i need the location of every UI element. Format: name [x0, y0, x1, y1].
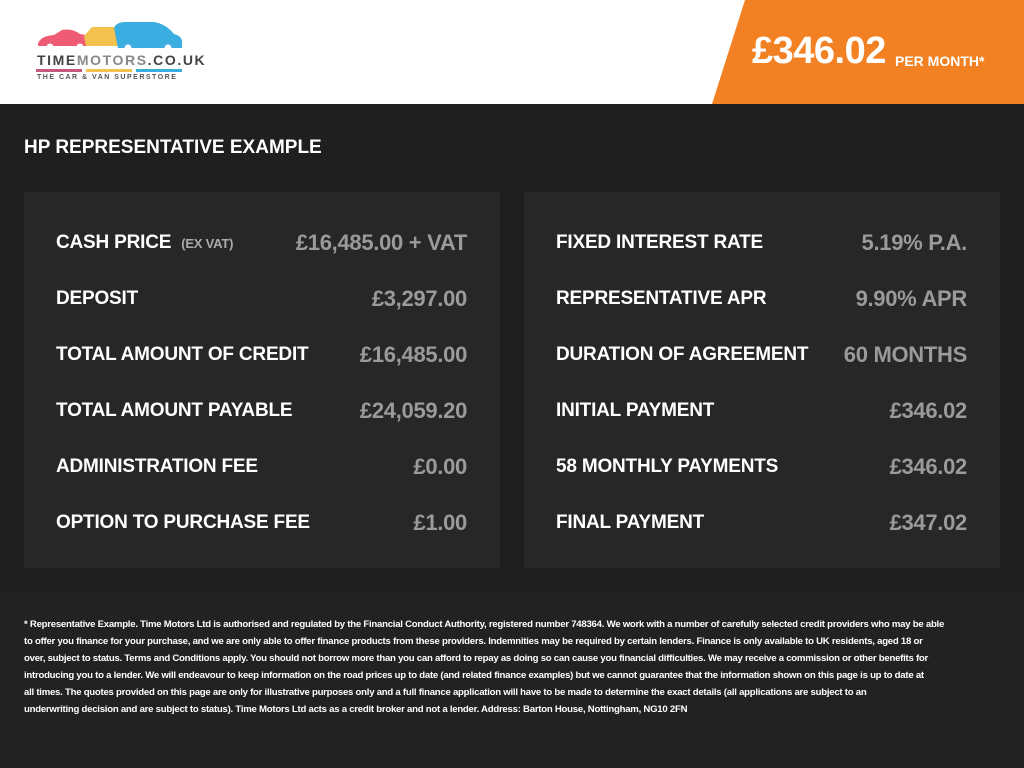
- header: TIMEMOTORS.CO.UK THE CAR & VAN SUPERSTOR…: [0, 0, 1024, 104]
- footer: * Representative Example. Time Motors Lt…: [0, 592, 1024, 768]
- row-value: £346.02: [889, 454, 968, 479]
- disclaimer-line: all times. The quotes provided on this p…: [24, 687, 867, 698]
- page-title: HP REPRESENTATIVE EXAMPLE: [24, 137, 322, 158]
- disclaimer-line: to offer you finance for your purchase, …: [24, 636, 923, 647]
- row-value: 5.19% P.A.: [861, 230, 968, 255]
- finance-row: OPTION TO PURCHASE FEE £1.00: [56, 510, 467, 542]
- disclaimer-line: * Representative Example. Time Motors Lt…: [24, 619, 945, 630]
- finance-row: TOTAL AMOUNT PAYABLE £24,059.20: [56, 398, 467, 430]
- disclaimer-line: over, subject to status. Terms and Condi…: [24, 653, 929, 664]
- finance-row: CASH PRICE (EX VAT) £16,485.00 + VAT: [56, 230, 467, 262]
- finance-row: ADMINISTRATION FEE £0.00: [56, 454, 467, 486]
- finance-row: 58 MONTHLY PAYMENTS £346.02: [556, 454, 968, 486]
- finance-row: INITIAL PAYMENT £346.02: [556, 398, 968, 430]
- row-label: CASH PRICE (EX VAT): [56, 232, 234, 253]
- logo-tagline: THE CAR & VAN SUPERSTORE: [37, 74, 178, 81]
- row-label: TOTAL AMOUNT OF CREDIT: [56, 344, 309, 365]
- row-value: £16,485.00 + VAT: [295, 230, 467, 255]
- row-label: ADMINISTRATION FEE: [56, 456, 258, 477]
- row-value: £3,297.00: [371, 286, 467, 311]
- finance-row: FIXED INTEREST RATE 5.19% P.A.: [556, 230, 968, 262]
- row-value: £16,485.00: [359, 342, 467, 367]
- finance-row: REPRESENTATIVE APR 9.90% APR: [556, 286, 968, 318]
- row-label: INITIAL PAYMENT: [556, 400, 715, 421]
- logo-bars: [36, 69, 182, 72]
- row-value: 60 MONTHS: [843, 342, 968, 367]
- vehicles-logo-icon: [38, 22, 182, 52]
- right-panel: FIXED INTEREST RATE 5.19% P.A. REPRESENTAT…: [524, 192, 1000, 568]
- finance-row: FINAL PAYMENT £347.02: [556, 510, 968, 542]
- time-motors-logo[interactable]: TIMEMOTORS.CO.UK THE CAR & VAN SUPERSTOR…: [34, 22, 205, 84]
- row-value: £1.00: [413, 510, 467, 535]
- price-banner: [712, 0, 1024, 104]
- row-label: DURATION OF AGREEMENT: [556, 344, 809, 365]
- left-panel: CASH PRICE (EX VAT) £16,485.00 + VAT DEPOSI…: [24, 192, 500, 568]
- row-value: £24,059.20: [359, 398, 467, 423]
- row-label: FIXED INTEREST RATE: [556, 232, 763, 253]
- per-month-label: PER MONTH*: [895, 53, 985, 69]
- finance-row: DEPOSIT £3,297.00: [56, 286, 467, 318]
- row-value: £347.02: [889, 510, 968, 535]
- row-value: £346.02: [889, 398, 968, 423]
- row-label: FINAL PAYMENT: [556, 512, 705, 533]
- row-note: (EX VAT): [181, 236, 234, 251]
- finance-row: TOTAL AMOUNT OF CREDIT £16,485.00: [56, 342, 467, 374]
- row-label: 58 MONTHLY PAYMENTS: [556, 456, 779, 477]
- disclaimer: * Representative Example. Time Motors Lt…: [24, 616, 944, 718]
- row-label: DEPOSIT: [56, 288, 139, 309]
- row-label: OPTION TO PURCHASE FEE: [56, 512, 310, 533]
- disclaimer-line: underwriting decision and are subject to…: [24, 704, 688, 715]
- monthly-price: £346.02: [752, 30, 886, 72]
- row-label: REPRESENTATIVE APR: [556, 288, 767, 309]
- row-value: 9.90% APR: [855, 286, 968, 311]
- finance-row: DURATION OF AGREEMENT 60 MONTHS: [556, 342, 968, 374]
- logo-text: TIMEMOTORS.CO.UK: [37, 52, 207, 68]
- row-label: TOTAL AMOUNT PAYABLE: [56, 400, 293, 421]
- disclaimer-line: introducing you to a lender. We will end…: [24, 670, 924, 681]
- row-value: £0.00: [413, 454, 467, 479]
